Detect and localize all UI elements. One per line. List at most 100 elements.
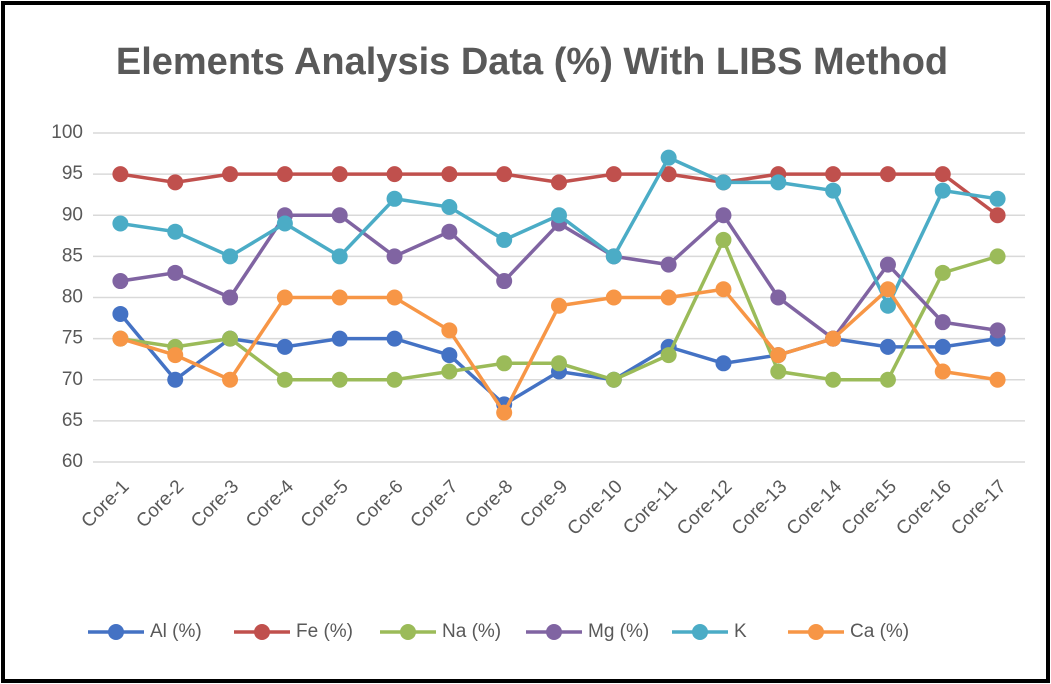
data-point <box>331 330 348 347</box>
data-point <box>825 182 842 199</box>
data-point <box>879 256 896 273</box>
data-point <box>386 248 403 265</box>
data-point <box>825 371 842 388</box>
data-point <box>715 207 732 224</box>
data-point <box>276 338 293 355</box>
data-point <box>989 371 1006 388</box>
data-point <box>167 223 184 240</box>
y-tick-label: 85 <box>62 245 83 266</box>
data-point <box>386 289 403 306</box>
data-point <box>441 363 458 380</box>
legend-label: Ca (%) <box>850 621 909 642</box>
data-point <box>276 166 293 183</box>
data-point <box>386 330 403 347</box>
data-point <box>989 248 1006 265</box>
legend-marker <box>692 624 708 640</box>
data-point <box>496 355 513 372</box>
legend-marker <box>808 624 824 640</box>
data-point <box>715 281 732 298</box>
data-point <box>605 166 622 183</box>
data-point <box>825 330 842 347</box>
data-point <box>605 371 622 388</box>
legend-label: Al (%) <box>150 621 202 642</box>
data-point <box>222 289 239 306</box>
data-point <box>770 347 787 364</box>
data-point <box>167 371 184 388</box>
data-point <box>551 355 567 372</box>
data-point <box>112 273 129 290</box>
data-point <box>879 338 896 355</box>
legend-marker <box>108 624 124 640</box>
data-point <box>879 297 896 314</box>
data-point <box>934 182 951 199</box>
data-point <box>934 363 951 380</box>
y-tick-label: 60 <box>62 451 83 472</box>
legend-label: Na (%) <box>442 621 501 642</box>
data-point <box>331 289 348 306</box>
y-tick-label: 95 <box>62 163 83 184</box>
data-point <box>551 207 567 224</box>
data-point <box>770 363 787 380</box>
data-point <box>331 248 348 265</box>
data-point <box>276 215 293 232</box>
data-point <box>934 314 951 331</box>
data-point <box>167 264 184 281</box>
data-point <box>660 256 677 273</box>
data-point <box>825 166 842 183</box>
data-point <box>770 174 787 191</box>
legend-item: Fe (%) <box>234 621 353 642</box>
legend-item: Al (%) <box>88 621 202 642</box>
data-point <box>496 273 513 290</box>
legend-item: K <box>672 621 747 642</box>
data-point <box>496 166 513 183</box>
data-point <box>989 207 1006 224</box>
legend-item: Ca (%) <box>788 621 909 642</box>
data-point <box>112 305 129 322</box>
data-point <box>222 166 239 183</box>
y-tick-label: 70 <box>62 369 83 390</box>
data-point <box>605 289 622 306</box>
data-point <box>770 289 787 306</box>
y-tick-label: 100 <box>51 122 83 143</box>
data-point <box>276 371 293 388</box>
data-point <box>386 371 403 388</box>
data-point <box>331 166 348 183</box>
data-point <box>551 297 567 314</box>
data-point <box>989 190 1006 207</box>
data-point <box>879 281 896 298</box>
data-point <box>112 330 129 347</box>
data-point <box>660 289 677 306</box>
data-point <box>551 174 567 191</box>
y-tick-label: 90 <box>62 204 83 225</box>
data-point <box>934 264 951 281</box>
legend-label: Fe (%) <box>296 621 353 642</box>
data-point <box>167 174 184 191</box>
data-point <box>112 166 129 183</box>
data-point <box>386 166 403 183</box>
data-point <box>879 371 896 388</box>
data-point <box>496 231 513 248</box>
y-tick-label: 75 <box>62 328 83 349</box>
data-point <box>715 231 732 248</box>
y-tick-label: 65 <box>62 410 83 431</box>
data-point <box>934 338 951 355</box>
legend-label: K <box>734 621 747 642</box>
data-point <box>715 355 732 372</box>
data-point <box>605 248 622 265</box>
data-point <box>222 248 239 265</box>
data-point <box>879 166 896 183</box>
data-point <box>331 207 348 224</box>
data-point <box>386 190 403 207</box>
data-point <box>441 199 458 216</box>
legend-item: Na (%) <box>380 621 501 642</box>
legend-item: Mg (%) <box>526 621 649 642</box>
legend-marker <box>400 624 416 640</box>
data-point <box>989 322 1006 339</box>
legend-marker <box>254 624 270 640</box>
data-point <box>660 149 677 166</box>
data-point <box>660 166 677 183</box>
y-tick-label: 80 <box>62 287 83 308</box>
data-point <box>222 330 239 347</box>
data-point <box>441 166 458 183</box>
